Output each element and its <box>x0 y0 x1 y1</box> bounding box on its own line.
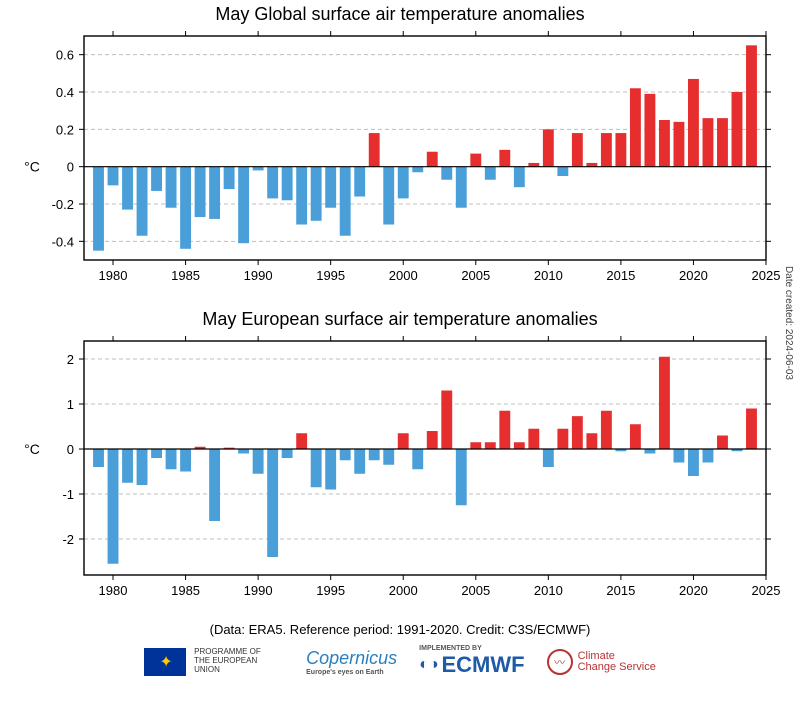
copernicus-sub: Europe's eyes on Earth <box>306 669 397 676</box>
eu-logo: ✦ Programme ofthe European Union <box>144 648 284 676</box>
copernicus-label: Copernicus <box>306 648 397 669</box>
ecmwf-logo: IMPLEMENTED BY ◐◑ ECMWF <box>419 645 524 678</box>
ccs-icon: 〰 <box>547 649 573 675</box>
svg-text:2015: 2015 <box>606 268 635 283</box>
svg-text:1990: 1990 <box>244 268 273 283</box>
global-chart-svg: May Global surface air temperature anoma… <box>0 0 800 300</box>
svg-text:2005: 2005 <box>461 268 490 283</box>
svg-text:May European surface air tempe: May European surface air temperature ano… <box>202 309 597 329</box>
chart-caption: (Data: ERA5. Reference period: 1991-2020… <box>0 622 800 637</box>
svg-text:2000: 2000 <box>389 583 418 598</box>
svg-text:°C: °C <box>24 159 40 175</box>
svg-text:1995: 1995 <box>316 268 345 283</box>
eu-text: Programme ofthe European Union <box>194 648 284 674</box>
svg-text:1985: 1985 <box>171 268 200 283</box>
ecmwf-icon: ◐◑ <box>419 656 438 674</box>
svg-text:°C: °C <box>24 441 40 457</box>
svg-text:2010: 2010 <box>534 583 563 598</box>
europe-chart: May European surface air temperature ano… <box>0 305 800 620</box>
svg-text:0.6: 0.6 <box>56 48 74 63</box>
svg-text:2000: 2000 <box>389 268 418 283</box>
svg-text:-1: -1 <box>62 487 74 502</box>
date-created: Date created: 2024-06-03 <box>783 266 794 380</box>
svg-text:-0.2: -0.2 <box>52 197 74 212</box>
svg-text:-2: -2 <box>62 532 74 547</box>
svg-text:0.2: 0.2 <box>56 122 74 137</box>
svg-text:2005: 2005 <box>461 583 490 598</box>
ecmwf-pre: IMPLEMENTED BY <box>419 645 524 652</box>
svg-text:May Global surface air tempera: May Global surface air temperature anoma… <box>215 4 584 24</box>
eu-flag-icon: ✦ <box>144 648 186 676</box>
svg-text:2025: 2025 <box>752 268 781 283</box>
global-chart: May Global surface air temperature anoma… <box>0 0 800 305</box>
svg-text:1985: 1985 <box>171 583 200 598</box>
svg-text:2020: 2020 <box>679 268 708 283</box>
svg-text:2015: 2015 <box>606 583 635 598</box>
copernicus-logo: Copernicus Europe's eyes on Earth <box>306 648 397 676</box>
svg-text:0.4: 0.4 <box>56 85 74 100</box>
svg-text:1: 1 <box>67 397 74 412</box>
svg-text:1980: 1980 <box>99 583 128 598</box>
svg-text:0: 0 <box>67 442 74 457</box>
svg-text:1990: 1990 <box>244 583 273 598</box>
svg-text:0: 0 <box>67 160 74 175</box>
europe-chart-svg: May European surface air temperature ano… <box>0 305 800 615</box>
svg-text:2020: 2020 <box>679 583 708 598</box>
svg-text:1995: 1995 <box>316 583 345 598</box>
ccs-logo: 〰 ClimateChange Service <box>547 649 656 675</box>
ccs-label: ClimateChange Service <box>578 651 656 673</box>
svg-text:2025: 2025 <box>752 583 781 598</box>
svg-text:-0.4: -0.4 <box>52 234 74 249</box>
svg-text:2010: 2010 <box>534 268 563 283</box>
svg-text:2: 2 <box>67 352 74 367</box>
footer-logos: ✦ Programme ofthe European Union Coperni… <box>0 645 800 678</box>
svg-text:1980: 1980 <box>99 268 128 283</box>
ecmwf-label: ECMWF <box>442 652 525 678</box>
